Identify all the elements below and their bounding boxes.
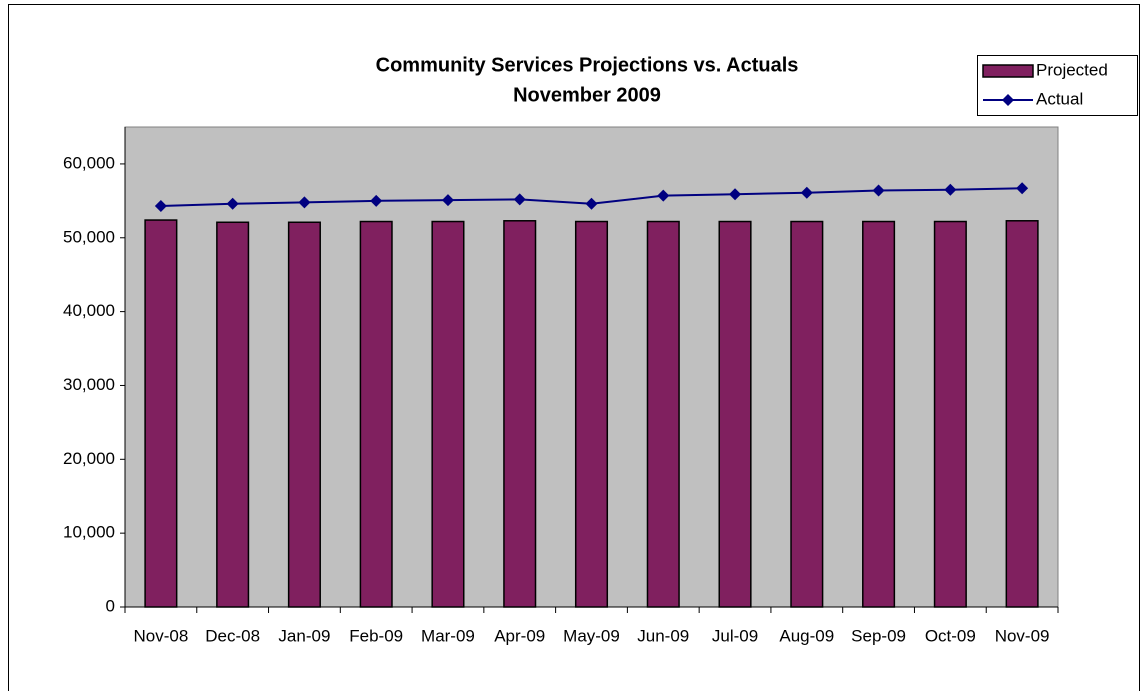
bar <box>574 220 609 608</box>
x-tick-label: Mar-09 <box>421 626 475 645</box>
marker <box>944 183 957 196</box>
marker <box>1016 182 1029 195</box>
marker <box>657 189 670 202</box>
x-tick-label: Jun-09 <box>637 626 689 645</box>
x-tick-label: Dec-08 <box>205 626 260 645</box>
bar <box>431 220 465 608</box>
chart-subtitle: November 2009 <box>513 84 661 106</box>
legend-swatch <box>982 64 1034 78</box>
bar <box>359 220 393 608</box>
legend-label: Actual <box>1036 89 1083 108</box>
x-tick-label: Apr-09 <box>494 626 545 645</box>
y-tick-label: 10,000 <box>63 523 115 542</box>
x-tick-label: Aug-09 <box>779 626 834 645</box>
x-tick-label: Jan-09 <box>278 626 330 645</box>
y-tick-label: 50,000 <box>63 227 115 246</box>
x-tick-label: Nov-08 <box>133 626 188 645</box>
legend-marker <box>1002 94 1014 106</box>
bar <box>790 220 824 608</box>
marker <box>729 188 742 201</box>
x-tick-label: Jul-09 <box>712 626 758 645</box>
chart-title: Community Services Projections vs. Actua… <box>376 54 799 76</box>
marker <box>585 197 598 210</box>
bar <box>646 220 680 608</box>
bar <box>503 220 537 608</box>
marker <box>872 184 885 197</box>
x-tick-label: Sep-09 <box>851 626 906 645</box>
bar <box>862 220 896 608</box>
marker <box>370 194 383 207</box>
bar <box>718 220 752 608</box>
x-tick-label: May-09 <box>563 626 620 645</box>
bar <box>933 220 967 608</box>
y-tick-label: 40,000 <box>63 301 115 320</box>
marker <box>298 196 311 209</box>
bar <box>287 221 321 608</box>
legend-label: Projected <box>1036 60 1108 79</box>
x-tick-label: Feb-09 <box>349 626 403 645</box>
bar <box>216 221 250 608</box>
bar <box>1005 220 1039 608</box>
marker <box>800 186 813 199</box>
y-tick-label: 30,000 <box>63 375 115 394</box>
marker <box>226 197 239 210</box>
marker <box>441 194 454 207</box>
x-tick-label: Oct-09 <box>925 626 976 645</box>
marker <box>154 200 167 213</box>
marker <box>513 193 526 206</box>
y-tick-label: 60,000 <box>63 153 115 172</box>
bar <box>144 219 178 608</box>
y-tick-label: 20,000 <box>63 449 115 468</box>
x-tick-label: Nov-09 <box>995 626 1050 645</box>
y-tick-label: 0 <box>106 596 115 615</box>
